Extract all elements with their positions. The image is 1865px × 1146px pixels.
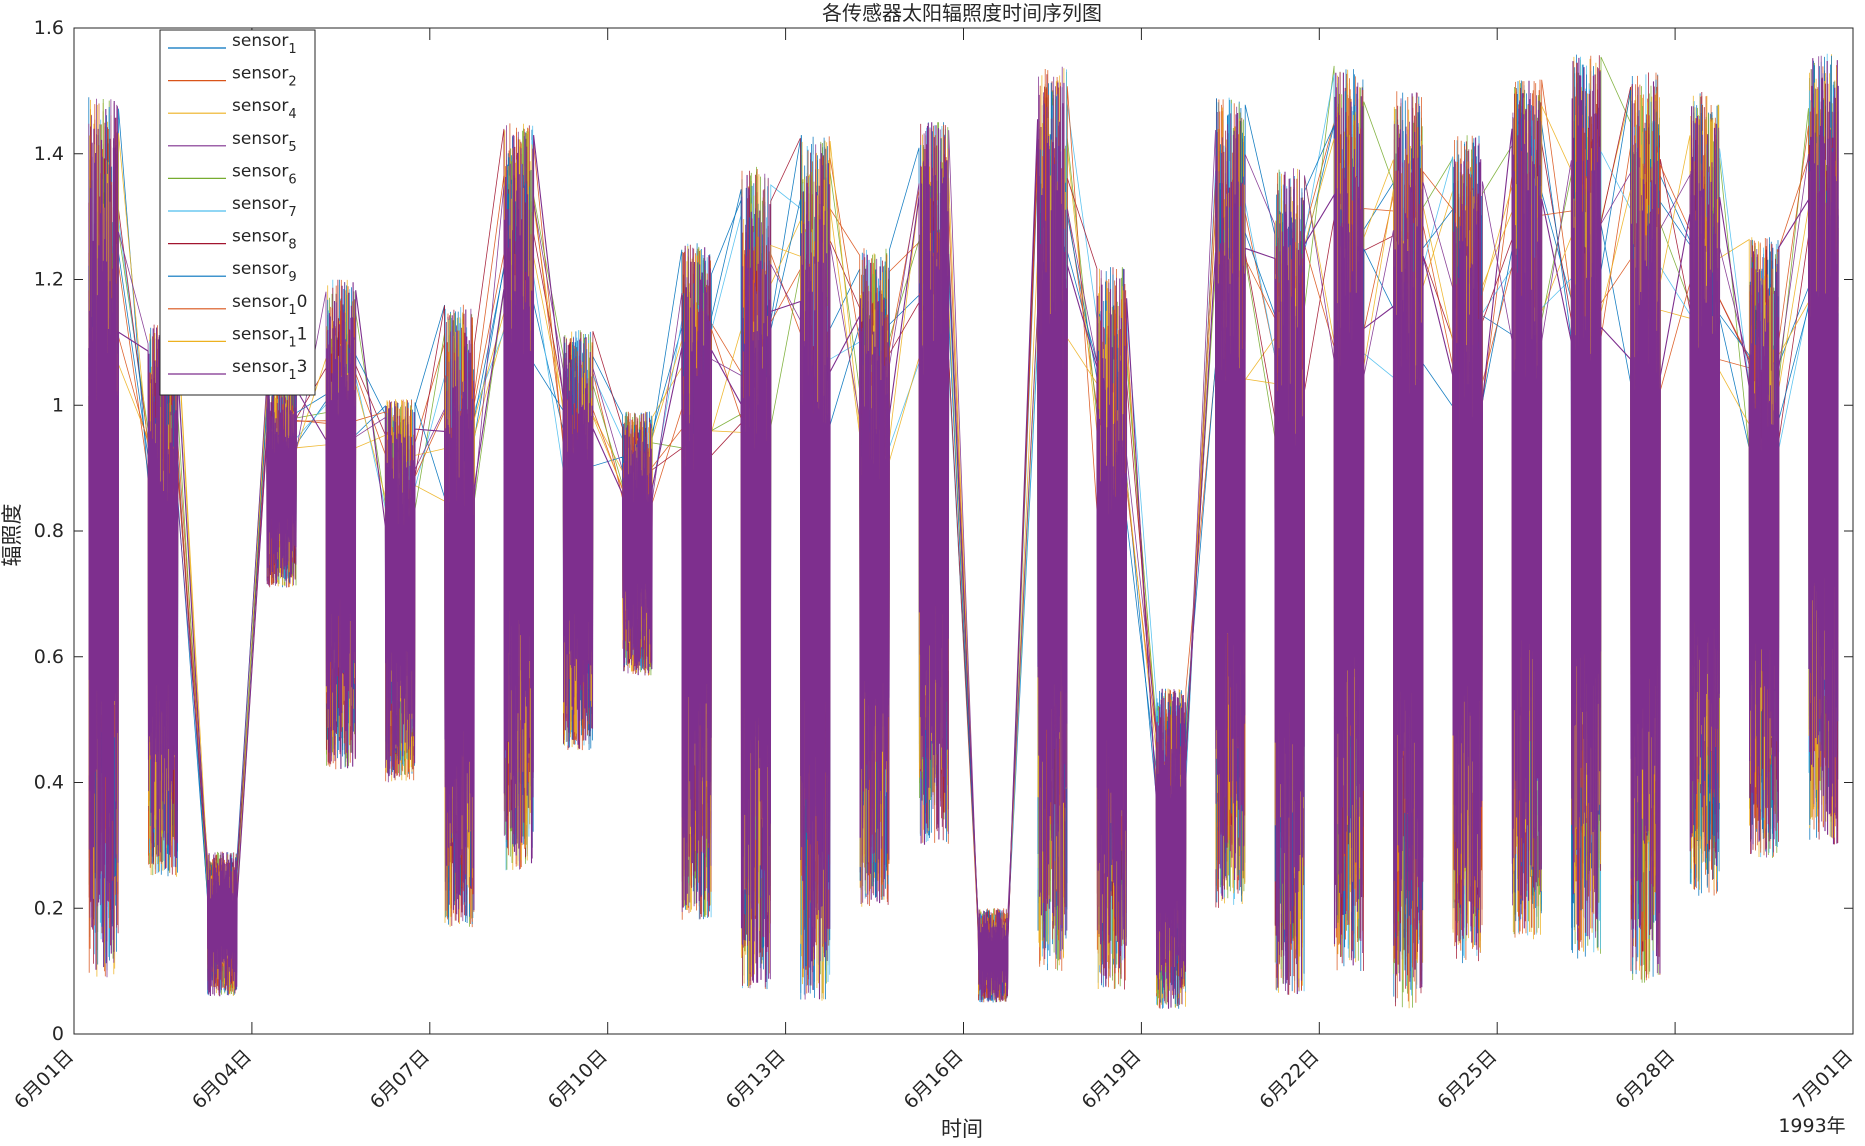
legend-label: sensor4 bbox=[232, 96, 297, 122]
legend-label-subscript: 8 bbox=[288, 238, 296, 253]
y-tick-label: 1.6 bbox=[34, 17, 64, 39]
legend-label-tail: 3 bbox=[297, 357, 308, 377]
y-axis: 0 0.2 0.4 0.6 0.8 1 1.2 1.4 1.6 bbox=[34, 17, 1853, 1045]
legend-label-base: sensor bbox=[232, 324, 288, 344]
x-axis-label: 时间 bbox=[941, 1117, 983, 1141]
legend-label: sensor13 bbox=[232, 357, 307, 383]
legend-label-subscript: 6 bbox=[288, 172, 296, 187]
series-line-sensor_8 bbox=[88, 55, 1839, 1009]
y-tick-label: 0.4 bbox=[34, 772, 64, 794]
plot-area: 00.20.40.60.811.21.41.6 6月01日 6月04日 6月07日 6… bbox=[10, 17, 1857, 1113]
legend-label: sensor10 bbox=[232, 292, 307, 318]
series-line-sensor_5 bbox=[88, 55, 1839, 1005]
legend-label-subscript: 1 bbox=[288, 303, 296, 318]
legend-label-base: sensor bbox=[232, 161, 288, 181]
legend-label: sensor2 bbox=[232, 64, 297, 90]
legend-label-subscript: 5 bbox=[288, 140, 296, 155]
legend-label-subscript: 1 bbox=[288, 368, 296, 383]
series-line-sensor_9 bbox=[88, 55, 1839, 1005]
year-label: 1993年 bbox=[1778, 1115, 1845, 1137]
y-tick-label: 1.4 bbox=[34, 143, 64, 165]
legend-label-base: sensor bbox=[232, 357, 288, 377]
legend-label-base: sensor bbox=[232, 227, 288, 247]
legend-label-base: sensor bbox=[232, 64, 288, 84]
legend-label-tail: 1 bbox=[297, 324, 308, 344]
legend-label-subscript: 9 bbox=[288, 270, 296, 285]
legend-label-base: sensor bbox=[232, 129, 288, 149]
legend-label-tail: 0 bbox=[297, 292, 308, 312]
legend-label-base: sensor bbox=[232, 259, 288, 279]
series-line-sensor_10 bbox=[88, 55, 1839, 1008]
y-tick-label: 1.2 bbox=[34, 269, 64, 291]
y-axis-label: 辐照度 bbox=[0, 504, 24, 567]
legend-label-subscript: 1 bbox=[288, 42, 296, 57]
legend-label: sensor8 bbox=[232, 227, 297, 253]
legend[interactable]: sensor1sensor2sensor4sensor5sensor6senso… bbox=[159, 29, 316, 396]
series-layer bbox=[88, 53, 1839, 1009]
legend-label-base: sensor bbox=[232, 96, 288, 116]
legend-label: sensor6 bbox=[232, 161, 297, 187]
series-line-sensor_13 bbox=[88, 57, 1839, 1009]
legend-label-base: sensor bbox=[232, 31, 288, 51]
chart-title: 各传感器太阳辐照度时间序列图 bbox=[822, 1, 1102, 25]
legend-label-base: sensor bbox=[232, 194, 288, 214]
legend-label: sensor7 bbox=[232, 194, 297, 220]
legend-label: sensor5 bbox=[232, 129, 297, 155]
legend-label-subscript: 4 bbox=[288, 107, 296, 122]
y-tick-label: 0.2 bbox=[34, 897, 64, 919]
legend-label-subscript: 1 bbox=[288, 335, 296, 350]
legend-items: sensor1sensor2sensor4sensor5sensor6senso… bbox=[168, 31, 307, 383]
legend-label: sensor11 bbox=[232, 324, 307, 350]
legend-label: sensor9 bbox=[232, 259, 297, 285]
legend-label: sensor1 bbox=[232, 31, 297, 57]
y-tick-label: 0.6 bbox=[34, 646, 64, 668]
legend-label-subscript: 7 bbox=[288, 205, 296, 220]
series-line-sensor_4 bbox=[88, 54, 1839, 1009]
legend-label-base: sensor bbox=[232, 292, 288, 312]
legend-label-subscript: 2 bbox=[288, 75, 296, 90]
y-tick-label: 0.8 bbox=[34, 520, 64, 542]
y-tick-label: 1 bbox=[52, 394, 64, 416]
y-tick-label: 0 bbox=[52, 1023, 64, 1045]
series-line-sensor_11 bbox=[88, 62, 1839, 1003]
legend-box bbox=[159, 29, 316, 396]
